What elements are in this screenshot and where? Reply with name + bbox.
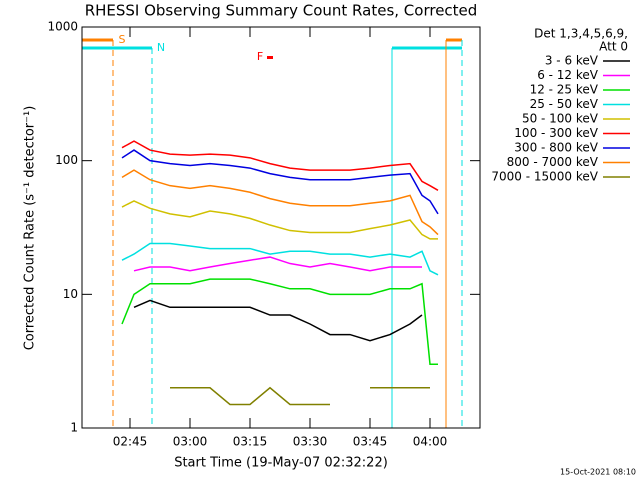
annotation: S bbox=[119, 33, 126, 46]
series-line bbox=[170, 386, 330, 406]
x-tick-label: 03:15 bbox=[233, 435, 268, 449]
y-tick-label: 1 bbox=[70, 421, 78, 435]
legend-label: 6 - 12 keV bbox=[537, 68, 599, 82]
flags bbox=[82, 38, 462, 59]
legend-label: 300 - 800 keV bbox=[514, 141, 598, 155]
legend-header: Det 1,3,4,5,6,9, bbox=[534, 27, 628, 41]
y-tick-label: 1000 bbox=[47, 20, 78, 34]
series-line bbox=[121, 169, 439, 236]
x-tick-label: 03:30 bbox=[293, 435, 328, 449]
series-line bbox=[133, 299, 423, 342]
series-line bbox=[133, 256, 422, 272]
series-line bbox=[121, 242, 439, 276]
plot-frame bbox=[81, 26, 481, 429]
legend-header: Att 0 bbox=[599, 40, 628, 54]
chart-title: RHESSI Observing Summary Count Rates, Co… bbox=[85, 2, 478, 20]
flag-mark bbox=[267, 56, 273, 59]
footer: 15-Oct-2021 08:10 bbox=[560, 468, 636, 477]
x-tick-label: 03:45 bbox=[353, 435, 388, 449]
x-tick-label: 03:00 bbox=[173, 435, 208, 449]
legend-label: 800 - 7000 keV bbox=[507, 155, 599, 169]
legend-label: 12 - 25 keV bbox=[530, 83, 599, 97]
legend-label: 100 - 300 keV bbox=[514, 126, 598, 140]
annotation: N bbox=[157, 41, 165, 54]
y-tick-label: 100 bbox=[55, 153, 78, 167]
dividers bbox=[112, 40, 463, 428]
series-line bbox=[121, 149, 439, 215]
y-tick-label: 10 bbox=[63, 287, 78, 301]
series-line bbox=[121, 200, 438, 240]
x-tick-label: 04:00 bbox=[413, 435, 448, 449]
legend-label: 25 - 50 keV bbox=[530, 97, 599, 111]
annotation: F bbox=[257, 50, 263, 63]
legend-label: 7000 - 15000 keV bbox=[491, 170, 598, 184]
legend-label: 3 - 6 keV bbox=[545, 54, 599, 68]
x-axis-label: Start Time (19-May-07 02:32:22) bbox=[174, 456, 388, 471]
x-tick-label: 02:45 bbox=[113, 435, 148, 449]
series-line bbox=[121, 278, 438, 365]
y-axis-label: Corrected Count Rate (s⁻¹ detector⁻¹) bbox=[23, 106, 38, 351]
series-line bbox=[121, 140, 439, 191]
legend-label: 50 - 100 keV bbox=[522, 112, 599, 126]
